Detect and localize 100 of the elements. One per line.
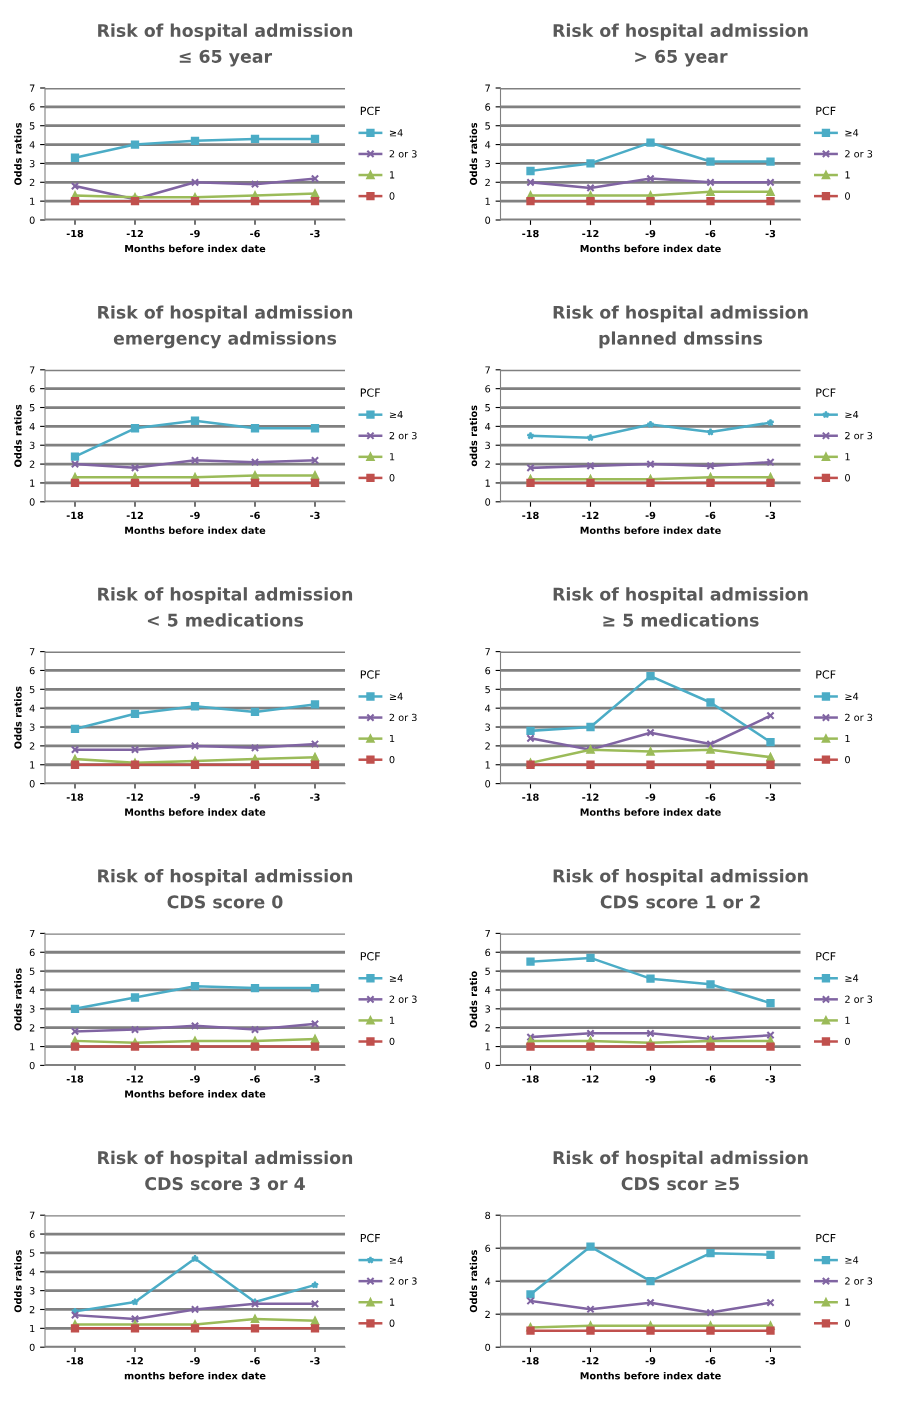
legend-label: ≥4 (845, 692, 859, 700)
x-tick-label: -3 (310, 1075, 320, 1083)
y-tick-label: 4 (29, 986, 35, 994)
x-axis-title: Months before index date (580, 526, 721, 535)
x-tick-label: -6 (705, 511, 716, 520)
legend-label: 2 or 3 (845, 431, 873, 440)
x-tick-label: -12 (126, 511, 143, 519)
chart-subtitle: CDS scor ≥5 (621, 1177, 740, 1191)
x-tick-label: -12 (582, 229, 599, 238)
y-tick-label: 4 (29, 422, 35, 431)
x-tick-label: -6 (250, 1357, 260, 1365)
x-tick-label: -18 (522, 1075, 539, 1083)
y-tick-label: 7 (485, 648, 490, 656)
legend-label: 0 (389, 192, 395, 200)
legend-label: 0 (389, 755, 395, 764)
y-axis-title: Odds ratios (14, 686, 22, 749)
chart-title: Risk of hospital admission (553, 23, 808, 41)
y-tick-label: 4 (29, 141, 35, 149)
chart-subtitle: > 65 year (635, 49, 728, 67)
y-tick-label: 1 (485, 479, 490, 487)
legend-label: 1 (845, 1298, 850, 1306)
legend-label: ≥4 (845, 129, 859, 137)
x-tick-label: -3 (765, 229, 776, 238)
y-tick-label: 0 (485, 1061, 491, 1070)
y-tick-label: 2 (29, 742, 35, 750)
x-tick-label: -9 (645, 229, 656, 238)
y-tick-label: 6 (485, 1244, 491, 1253)
legend-label: 1 (845, 171, 850, 179)
x-tick-label: -12 (582, 511, 599, 519)
x-tick-label: -9 (645, 1075, 656, 1083)
legend-title: PCF (360, 106, 380, 116)
chart-title: Risk of hospital admission (553, 1150, 808, 1168)
y-tick-label: 2 (29, 1024, 35, 1032)
x-tick-label: -12 (126, 1357, 143, 1365)
y-tick-label: 6 (485, 385, 491, 393)
y-axis-title: Odds ratios (469, 122, 478, 186)
legend-label: 2 or 3 (845, 1277, 873, 1285)
x-tick-label: -6 (250, 229, 260, 238)
legend-label: 1 (389, 734, 395, 743)
x-tick-label: -12 (582, 793, 599, 801)
y-tick-label: 5 (29, 404, 35, 412)
y-tick-label: 2 (29, 178, 35, 186)
y-tick-label: 5 (485, 685, 490, 694)
x-tick-label: -6 (705, 1357, 716, 1365)
legend-label: 0 (389, 1037, 395, 1046)
y-tick-label: 2 (485, 178, 490, 186)
y-tick-label: 7 (485, 84, 490, 92)
legend-title: PCF (816, 952, 836, 961)
y-tick-label: 0 (485, 498, 491, 506)
legend-title: PCF (816, 106, 836, 116)
legend-label: 0 (845, 474, 850, 482)
legend-label: 2 or 3 (845, 713, 873, 722)
x-tick-label: -6 (705, 793, 716, 801)
y-axis-title: Odds ratios (14, 1250, 22, 1313)
legend-label: 0 (845, 1319, 850, 1327)
x-tick-label: -6 (250, 793, 260, 801)
x-tick-label: -9 (190, 793, 200, 801)
chart-title: Risk of hospital admission (98, 23, 353, 41)
legend-label: 0 (389, 474, 395, 482)
y-tick-label: 3 (29, 159, 35, 168)
y-tick-label: 1 (30, 1324, 35, 1333)
legend-label: 0 (845, 1037, 850, 1046)
y-tick-label: 5 (29, 967, 35, 975)
legend-label: ≥4 (389, 974, 403, 982)
legend-label: 2 or 3 (845, 995, 873, 1003)
legend-title: PCF (816, 670, 836, 679)
x-tick-label: -6 (705, 229, 716, 238)
x-tick-label: -3 (310, 1357, 320, 1365)
x-tick-label: -12 (582, 1075, 599, 1083)
x-tick-label: -12 (126, 1075, 143, 1083)
legend-label: 1 (389, 1016, 395, 1024)
y-tick-label: 1 (485, 1043, 490, 1051)
x-axis-title: Months before index date (125, 244, 266, 253)
x-tick-label: -3 (765, 1075, 776, 1083)
chart-title: Risk of hospital admission (553, 305, 808, 323)
chart-subtitle: CDS score 3 or 4 (145, 1177, 305, 1191)
y-tick-label: 4 (485, 422, 491, 431)
y-tick-label: 3 (485, 723, 490, 731)
legend-label: 2 or 3 (389, 431, 417, 440)
y-tick-label: 7 (29, 930, 35, 938)
y-tick-label: 6 (485, 666, 491, 675)
y-axis-title: Odds ratios (14, 404, 22, 467)
y-tick-label: 2 (485, 460, 490, 468)
x-tick-label: -18 (522, 511, 539, 520)
y-tick-label: 1 (30, 1043, 35, 1051)
y-tick-label: 1 (30, 197, 35, 205)
y-tick-label: 0 (29, 498, 35, 506)
legend-label: 2 or 3 (845, 150, 873, 158)
y-tick-label: 7 (29, 84, 35, 92)
x-axis-title: Months before index date (125, 1090, 266, 1098)
y-tick-label: 5 (29, 1249, 35, 1257)
x-tick-label: -18 (522, 793, 539, 801)
legend-label: 1 (389, 171, 395, 179)
chart-title: Risk of hospital admission (553, 587, 808, 604)
legend-label: 1 (845, 453, 850, 461)
y-tick-label: 7 (29, 1211, 35, 1219)
y-tick-label: 1 (485, 197, 490, 205)
y-tick-label: 3 (485, 159, 490, 168)
x-tick-label: -3 (765, 511, 776, 520)
x-tick-label: -3 (765, 793, 776, 801)
